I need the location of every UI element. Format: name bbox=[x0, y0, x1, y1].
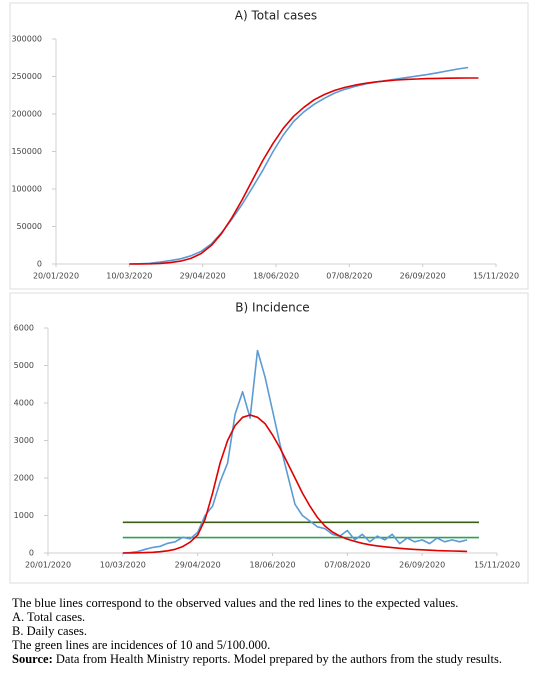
y-tick-label: 0 bbox=[29, 549, 34, 558]
figure: A) Total cases05000010000015000020000025… bbox=[9, 2, 529, 584]
caption-line: A. Total cases. bbox=[12, 610, 86, 624]
y-tick-label: 250000 bbox=[11, 72, 42, 81]
caption-source: Source: Data from Health Ministry report… bbox=[12, 652, 538, 666]
x-tick-label: 10/03/2020 bbox=[106, 272, 152, 281]
series-line bbox=[122, 349, 468, 554]
y-tick-label: 0 bbox=[37, 260, 42, 269]
series-line bbox=[129, 66, 469, 265]
chart-title: B) Incidence bbox=[235, 301, 309, 315]
x-tick-label: 29/04/2020 bbox=[175, 561, 221, 570]
x-tick-label: 10/03/2020 bbox=[100, 561, 146, 570]
x-tick-label: 07/08/2020 bbox=[324, 561, 370, 570]
y-tick-label: 1000 bbox=[14, 511, 34, 520]
y-tick-label: 300000 bbox=[11, 35, 42, 44]
caption-line: The green lines are incidences of 10 and… bbox=[12, 638, 271, 652]
x-tick-label: 18/06/2020 bbox=[253, 272, 299, 281]
y-tick-label: 6000 bbox=[14, 324, 34, 333]
panel-frame bbox=[9, 2, 529, 290]
caption: The blue lines correspond to the observe… bbox=[12, 596, 538, 666]
y-tick-label: 5000 bbox=[14, 361, 34, 370]
source-text: Data from Health Ministry reports. Model… bbox=[55, 652, 502, 666]
x-tick-label: 20/01/2020 bbox=[33, 272, 79, 281]
y-tick-label: 200000 bbox=[11, 110, 42, 119]
y-tick-label: 100000 bbox=[11, 185, 42, 194]
x-tick-label: 07/08/2020 bbox=[326, 272, 372, 281]
series-line bbox=[129, 77, 479, 265]
x-tick-label: 18/06/2020 bbox=[249, 561, 295, 570]
y-tick-label: 50000 bbox=[17, 222, 42, 231]
y-tick-label: 4000 bbox=[14, 399, 34, 408]
x-tick-label: 26/09/2020 bbox=[399, 561, 445, 570]
series-line bbox=[122, 414, 468, 554]
source-label: Source: bbox=[12, 652, 53, 666]
panel-frame bbox=[9, 292, 529, 584]
chart-title: A) Total cases bbox=[235, 9, 317, 23]
x-tick-label: 15/11/2020 bbox=[473, 272, 519, 281]
x-tick-label: 15/11/2020 bbox=[474, 561, 520, 570]
caption-line: B. Daily cases. bbox=[12, 624, 87, 638]
caption-line: The blue lines correspond to the observe… bbox=[12, 596, 459, 610]
y-tick-label: 150000 bbox=[11, 147, 42, 156]
y-tick-label: 3000 bbox=[14, 436, 34, 445]
y-tick-label: 2000 bbox=[14, 474, 34, 483]
x-tick-label: 29/04/2020 bbox=[180, 272, 226, 281]
x-tick-label: 20/01/2020 bbox=[25, 561, 71, 570]
x-tick-label: 26/09/2020 bbox=[400, 272, 446, 281]
